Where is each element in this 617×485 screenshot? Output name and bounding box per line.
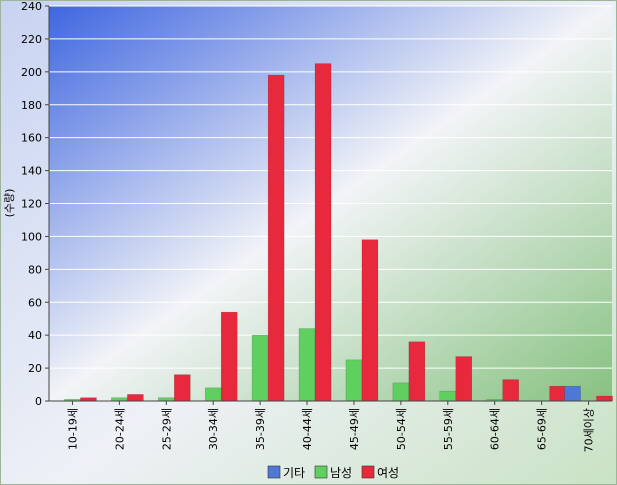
x-tick-label: 55-59세 [442, 408, 455, 450]
bar [127, 394, 144, 402]
x-tick-label: 65-69세 [536, 408, 549, 450]
bar [220, 311, 238, 402]
y-tick-label: 0 [35, 395, 42, 408]
y-tick-label: 160 [21, 132, 42, 145]
y-tick-label: 240 [21, 0, 42, 13]
y-tick-label: 120 [21, 198, 42, 211]
bar [502, 379, 519, 402]
legend-swatch [361, 465, 375, 479]
y-tick-label: 180 [21, 99, 42, 112]
bar [251, 334, 269, 402]
y-tick-label: 100 [21, 230, 42, 243]
bar [204, 387, 222, 402]
bar [564, 385, 581, 402]
legend: 기타 남성 여성 [267, 465, 399, 480]
y-tick-label: 80 [28, 263, 42, 276]
y-axis-title: (수량) [3, 189, 16, 218]
bar [361, 239, 379, 402]
x-tick-label: 35-39세 [254, 408, 267, 450]
y-tick-label: 40 [28, 329, 42, 342]
bar [267, 74, 285, 402]
x-tick-label: 40-44세 [301, 408, 314, 450]
bar [174, 374, 191, 402]
y-tick-label: 200 [21, 66, 42, 79]
x-tick-label: 70세이상 [583, 408, 596, 452]
legend-label: 여성 [377, 466, 399, 480]
bar [314, 63, 332, 402]
axes: 0 20 40 60 80 100 120 140 160 180 200 220 240 10-19세 2… [21, 0, 612, 452]
x-tick-label: 60-64세 [489, 408, 502, 450]
x-tick-label: 30-34세 [207, 408, 220, 450]
bars [64, 63, 613, 402]
x-tick-label: 10-19세 [66, 408, 79, 450]
legend-label: 남성 [330, 466, 352, 480]
legend-label: 기타 [283, 466, 305, 480]
bar [408, 341, 426, 402]
legend-swatch [314, 465, 328, 479]
bar [298, 328, 316, 402]
x-tick-label: 45-49세 [348, 408, 361, 450]
bar [596, 395, 613, 402]
x-tick-label: 25-29세 [160, 408, 173, 450]
bar [439, 390, 457, 402]
y-tick-label: 220 [21, 33, 42, 46]
x-tick-label: 50-54세 [395, 408, 408, 450]
y-tick-label: 60 [28, 296, 42, 309]
legend-swatch [267, 465, 281, 479]
bar [345, 359, 363, 402]
y-tick-label: 20 [28, 362, 42, 375]
x-tick-label: 20-24세 [113, 408, 126, 450]
bar [549, 385, 566, 402]
bar [455, 356, 473, 402]
bar [392, 382, 410, 402]
y-tick-label: 140 [21, 165, 42, 178]
